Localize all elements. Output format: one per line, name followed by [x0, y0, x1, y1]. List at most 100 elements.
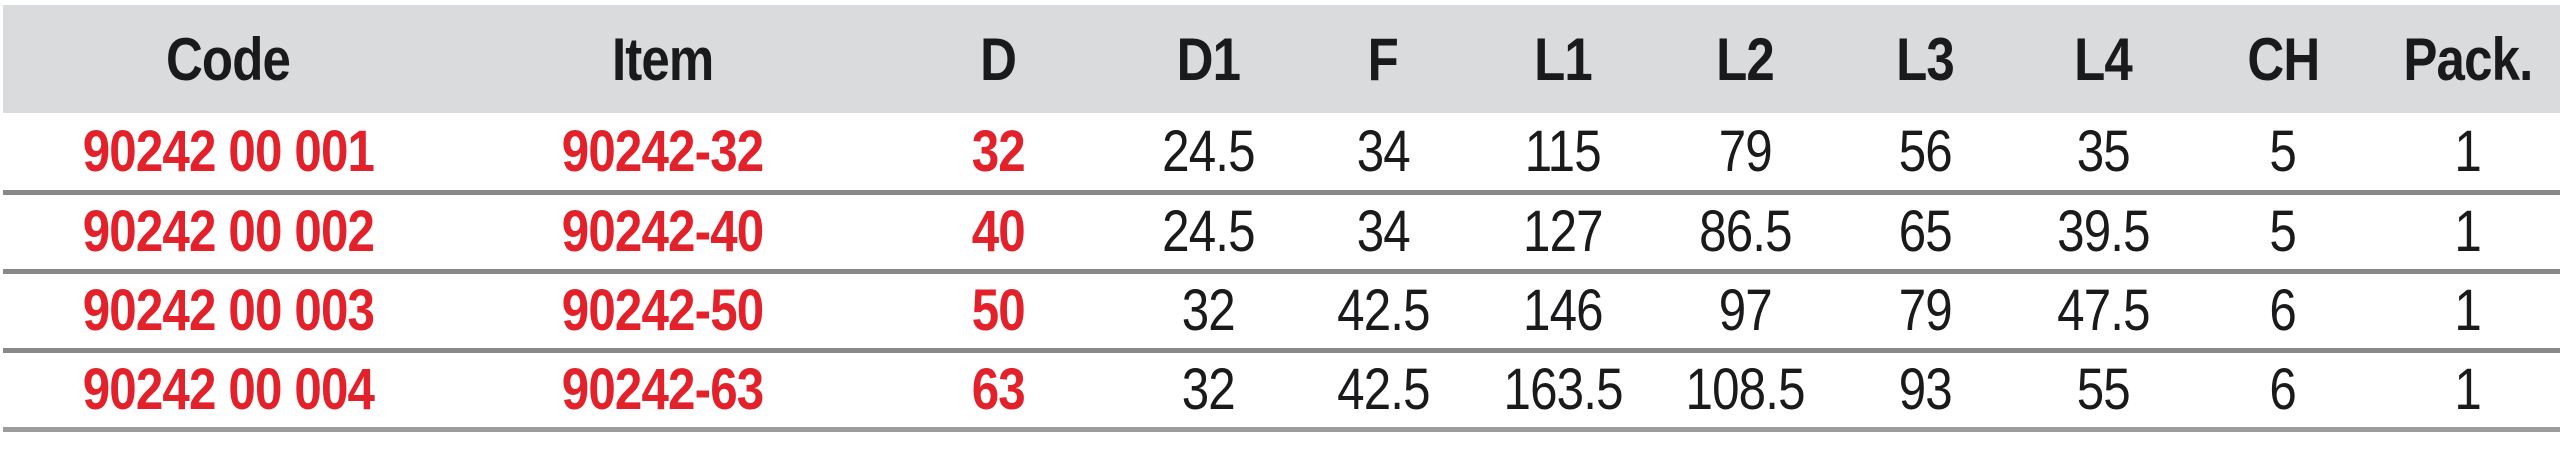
- table-cell-value: 42.5: [1336, 357, 1430, 422]
- column-header-l4: L4: [2013, 5, 2193, 113]
- table-cell: 5: [2193, 192, 2373, 271]
- table-cell-value: 39.5: [2056, 199, 2150, 264]
- table-cell-value: 40: [971, 199, 1025, 264]
- table-cell-value: 35: [2076, 118, 2130, 184]
- column-header-l2: L2: [1653, 5, 1838, 113]
- table-cell: 1: [2373, 350, 2560, 429]
- table-cell-value: 90242-40: [562, 199, 764, 264]
- table-cell: 42.5: [1293, 350, 1473, 429]
- table-cell: 32: [873, 113, 1123, 192]
- table-cell-value: 90242-32: [562, 118, 764, 184]
- table-cell: 79: [1838, 271, 2013, 350]
- table-cell: 1: [2373, 271, 2560, 350]
- table-cell: 6: [2193, 350, 2373, 429]
- table-cell-value: 63: [971, 357, 1025, 422]
- table-cell: 65: [1838, 192, 2013, 271]
- table-cell-value: 1: [2454, 199, 2482, 264]
- table-cell: 115: [1473, 113, 1653, 192]
- table-cell: 127: [1473, 192, 1653, 271]
- table-row: 90242 00 004 90242-63 63 32 42.5 163.5 108.5 93…: [3, 350, 2560, 429]
- column-header-code: Code: [3, 5, 453, 113]
- table-cell: 32: [1123, 350, 1293, 429]
- table-cell-value: 90242 00 002: [82, 199, 374, 264]
- table-cell: 63: [873, 350, 1123, 429]
- column-header-label: Item: [612, 25, 714, 93]
- table-row: 90242 00 002 90242-40 40 24.5 34 127 86.5 65 39.…: [3, 192, 2560, 271]
- product-table-container: Code Item D D1 F L1 L2 L3 L4 CH Pack. 90242 00 001…: [3, 5, 2560, 429]
- table-cell: 55: [2013, 350, 2193, 429]
- table-cell-value: 115: [1524, 118, 1602, 184]
- table-cell-value: 1: [2454, 278, 2482, 343]
- column-header-l3: L3: [1838, 5, 2013, 113]
- table-cell-value: 93: [1898, 357, 1953, 422]
- table-cell-value: 97: [1718, 278, 1773, 343]
- table-cell: 90242 00 002: [3, 192, 453, 271]
- table-cell: 56: [1838, 113, 2013, 192]
- table-cell: 90242-32: [453, 113, 873, 192]
- table-row: 90242 00 003 90242-50 50 32 42.5 146 97 79 47.5 6…: [3, 271, 2560, 350]
- table-cell: 86.5: [1653, 192, 1838, 271]
- table-cell: 39.5: [2013, 192, 2193, 271]
- table-cell: 47.5: [2013, 271, 2193, 350]
- table-cell-value: 47.5: [2056, 278, 2150, 343]
- table-cell-value: 65: [1898, 199, 1953, 264]
- table-cell-value: 34: [1356, 199, 1410, 264]
- table-cell: 24.5: [1123, 113, 1293, 192]
- column-header-label: D1: [1176, 25, 1240, 93]
- table-cell-value: 108.5: [1685, 357, 1806, 422]
- table-cell: 108.5: [1653, 350, 1838, 429]
- table-cell: 97: [1653, 271, 1838, 350]
- table-cell-value: 32: [971, 118, 1025, 184]
- column-header-label: Pack.: [2403, 25, 2533, 93]
- table-cell-value: 86.5: [1699, 199, 1792, 264]
- table-cell-value: 34: [1356, 118, 1410, 184]
- table-cell-value: 6: [2269, 357, 2297, 422]
- table-cell-value: 42.5: [1336, 278, 1430, 343]
- column-header-l1: L1: [1473, 5, 1653, 113]
- table-header: Code Item D D1 F L1 L2 L3 L4 CH Pack.: [3, 5, 2560, 113]
- column-header-pack: Pack.: [2373, 5, 2560, 113]
- column-header-label: L3: [1896, 25, 1956, 93]
- header-row: Code Item D D1 F L1 L2 L3 L4 CH Pack.: [3, 5, 2560, 113]
- column-header-item: Item: [453, 5, 873, 113]
- table-cell-value: 5: [2269, 199, 2297, 264]
- column-header-label: L4: [2074, 25, 2133, 93]
- table-cell: 34: [1293, 192, 1473, 271]
- table-cell-value: 163.5: [1503, 357, 1623, 422]
- table-cell-value: 32: [1181, 278, 1235, 343]
- column-header-label: L2: [1716, 25, 1776, 93]
- table-cell-value: 90242 00 001: [82, 118, 374, 184]
- table-cell: 35: [2013, 113, 2193, 192]
- table-cell-value: 90242 00 003: [82, 278, 374, 343]
- table-cell: 34: [1293, 113, 1473, 192]
- column-header-ch: CH: [2193, 5, 2373, 113]
- column-header-label: Code: [165, 25, 291, 93]
- table-cell-value: 1: [2454, 118, 2482, 184]
- table-cell-value: 55: [2076, 357, 2130, 422]
- table-cell-value: 90242-63: [562, 357, 764, 422]
- table-cell-value: 24.5: [1161, 118, 1255, 184]
- table-cell-value: 146: [1523, 278, 1604, 343]
- table-body: 90242 00 001 90242-32 32 24.5 34 115 79 56 35 5 1 9…: [3, 113, 2560, 429]
- table-cell: 90242 00 003: [3, 271, 453, 350]
- table-cell: 6: [2193, 271, 2373, 350]
- table-cell: 93: [1838, 350, 2013, 429]
- table-cell-value: 90242-50: [562, 278, 764, 343]
- table-cell: 1: [2373, 192, 2560, 271]
- column-header-label: CH: [2247, 25, 2320, 93]
- table-cell-value: 79: [1718, 118, 1773, 184]
- table-cell: 50: [873, 271, 1123, 350]
- table-cell: 40: [873, 192, 1123, 271]
- column-header-label: D: [980, 25, 1017, 93]
- column-header-d1: D1: [1123, 5, 1293, 113]
- table-cell: 90242 00 004: [3, 350, 453, 429]
- table-row: 90242 00 001 90242-32 32 24.5 34 115 79 56 35 5 1: [3, 113, 2560, 192]
- column-header-label: L1: [1534, 25, 1593, 93]
- table-cell-value: 127: [1523, 199, 1604, 264]
- table-cell: 24.5: [1123, 192, 1293, 271]
- table-cell: 146: [1473, 271, 1653, 350]
- table-cell: 90242-40: [453, 192, 873, 271]
- table-cell-value: 32: [1181, 357, 1235, 422]
- table-cell-value: 56: [1898, 118, 1953, 184]
